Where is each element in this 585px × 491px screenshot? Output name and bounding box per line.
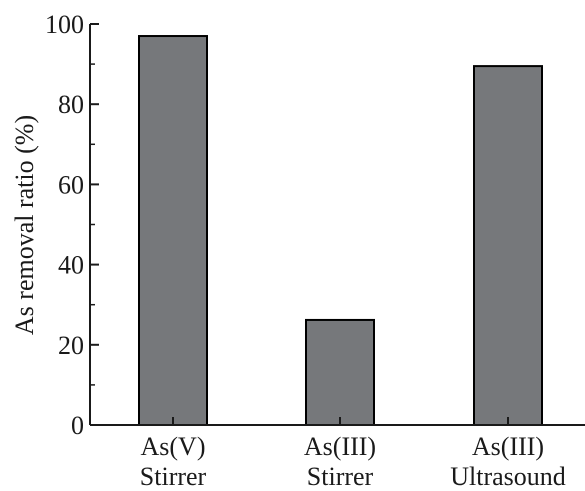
y-tick-label-80: 80 [58, 90, 84, 119]
bar-1 [305, 318, 375, 426]
x-tick-label-1-line1: As(III) [304, 432, 376, 461]
x-ticks: As(V)StirrerAs(III)StirrerAs(III)Ultraso… [140, 417, 566, 491]
x-tick-label-2-line2: Ultrasound [450, 462, 566, 491]
x-tick-label-1-line2: Stirrer [307, 462, 374, 491]
y-ticks: 0 20 40 60 80 100 [45, 10, 99, 440]
y-axis-label: As removal ratio (%) [10, 115, 39, 335]
y-tick-label-20: 20 [58, 331, 84, 360]
x-tick-label-2-line1: As(III) [472, 432, 544, 461]
y-tick-label-100: 100 [45, 10, 84, 39]
x-tick-label-0-line1: As(V) [141, 432, 206, 461]
y-tick-label-40: 40 [58, 251, 84, 280]
bars [138, 35, 543, 426]
bar-0 [138, 35, 208, 426]
y-tick-label-60: 60 [58, 170, 84, 199]
bar-2 [473, 65, 543, 426]
x-tick-label-0-line2: Stirrer [140, 462, 207, 491]
y-tick-label-0: 0 [71, 411, 84, 440]
